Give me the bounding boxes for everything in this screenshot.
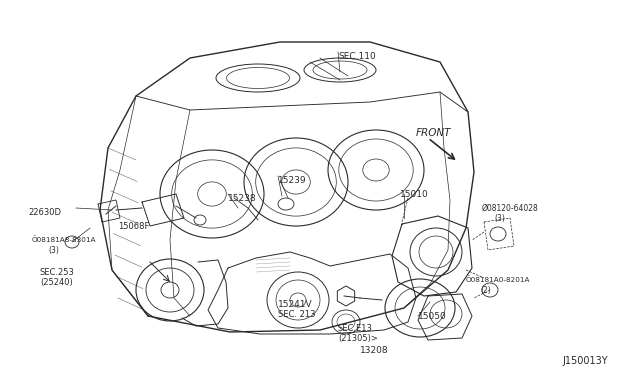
Text: 15238: 15238 bbox=[228, 194, 257, 203]
Text: SEC. 213: SEC. 213 bbox=[278, 310, 316, 319]
Text: 15068F: 15068F bbox=[118, 222, 149, 231]
Text: J150013Y: J150013Y bbox=[562, 356, 607, 366]
Text: 15050: 15050 bbox=[418, 312, 447, 321]
Text: SEC.E13: SEC.E13 bbox=[338, 324, 373, 333]
Text: 22630D: 22630D bbox=[28, 208, 61, 217]
Text: (21305)>: (21305)> bbox=[338, 334, 378, 343]
Text: Õ08181A8-8301A: Õ08181A8-8301A bbox=[32, 236, 97, 243]
Text: SEC.110: SEC.110 bbox=[338, 52, 376, 61]
Text: FRONT: FRONT bbox=[416, 128, 451, 138]
Text: SEC.253: SEC.253 bbox=[40, 268, 75, 277]
Text: (3): (3) bbox=[48, 246, 59, 255]
Text: (2): (2) bbox=[480, 286, 491, 295]
Text: 15010: 15010 bbox=[400, 190, 429, 199]
Text: 13208: 13208 bbox=[360, 346, 388, 355]
Text: Õ08181A0-8201A: Õ08181A0-8201A bbox=[466, 276, 531, 283]
Text: 15239: 15239 bbox=[278, 176, 307, 185]
Text: 15241V: 15241V bbox=[278, 300, 312, 309]
Text: (3): (3) bbox=[494, 214, 505, 223]
Text: Ø08120-64028: Ø08120-64028 bbox=[482, 204, 539, 213]
Text: (25240): (25240) bbox=[40, 278, 73, 287]
